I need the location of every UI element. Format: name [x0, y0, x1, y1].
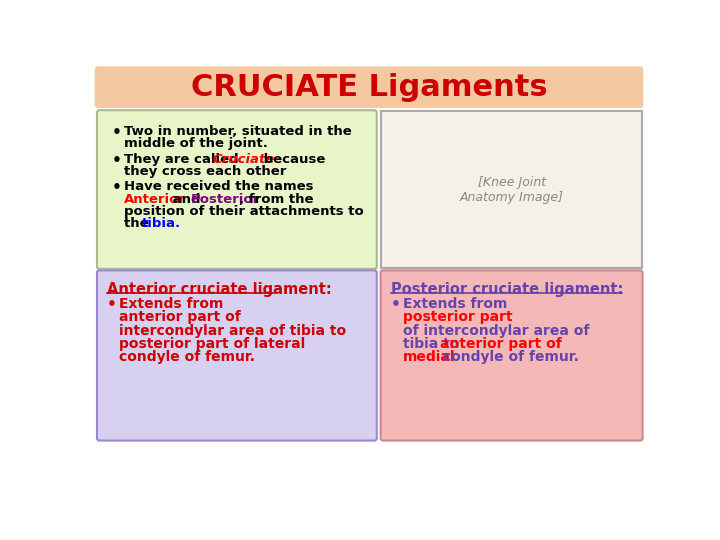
Text: Two in number, situated in the: Two in number, situated in the [124, 125, 352, 138]
Text: because: because [259, 153, 325, 166]
Text: [Knee Joint
Anatomy Image]: [Knee Joint Anatomy Image] [459, 176, 564, 204]
Text: posterior part of lateral: posterior part of lateral [120, 336, 306, 350]
Text: •: • [112, 125, 122, 140]
Text: anterior part of: anterior part of [441, 336, 562, 350]
FancyBboxPatch shape [382, 111, 642, 268]
Text: intercondylar area of tibia to: intercondylar area of tibia to [120, 323, 346, 338]
Text: •: • [391, 298, 400, 312]
Text: •: • [107, 298, 117, 312]
Text: , from the: , from the [239, 193, 313, 206]
Text: Extends from: Extends from [120, 298, 229, 312]
Text: condyle of femur.: condyle of femur. [438, 350, 579, 364]
FancyBboxPatch shape [381, 271, 642, 441]
Text: position of their attachments to: position of their attachments to [124, 205, 364, 218]
Text: and: and [168, 193, 205, 206]
Text: Cruciate: Cruciate [212, 153, 275, 166]
FancyBboxPatch shape [97, 110, 377, 269]
FancyBboxPatch shape [94, 66, 644, 108]
Text: middle of the joint.: middle of the joint. [124, 137, 268, 150]
Text: posterior part: posterior part [403, 310, 513, 325]
Text: •: • [112, 153, 122, 167]
Text: they cross each other: they cross each other [124, 165, 287, 178]
Text: CRUCIATE Ligaments: CRUCIATE Ligaments [191, 72, 547, 102]
Text: Extends from: Extends from [403, 298, 513, 312]
Text: •: • [112, 180, 122, 195]
Text: Posterior: Posterior [191, 193, 260, 206]
FancyBboxPatch shape [97, 271, 377, 441]
Text: Anterior cruciate ligament:: Anterior cruciate ligament: [107, 282, 332, 297]
Text: anterior part of: anterior part of [120, 310, 241, 325]
Text: tibia.: tibia. [142, 217, 181, 230]
Text: the: the [124, 217, 153, 230]
Text: They are called: They are called [124, 153, 243, 166]
Text: tibia to: tibia to [403, 336, 464, 350]
Text: medial: medial [403, 350, 456, 364]
Text: Posterior cruciate ligament:: Posterior cruciate ligament: [391, 282, 623, 297]
Text: Anterior: Anterior [124, 193, 186, 206]
Text: condyle of femur.: condyle of femur. [120, 350, 256, 364]
Text: of intercondylar area of: of intercondylar area of [403, 323, 590, 338]
Text: Have received the names: Have received the names [124, 180, 314, 193]
